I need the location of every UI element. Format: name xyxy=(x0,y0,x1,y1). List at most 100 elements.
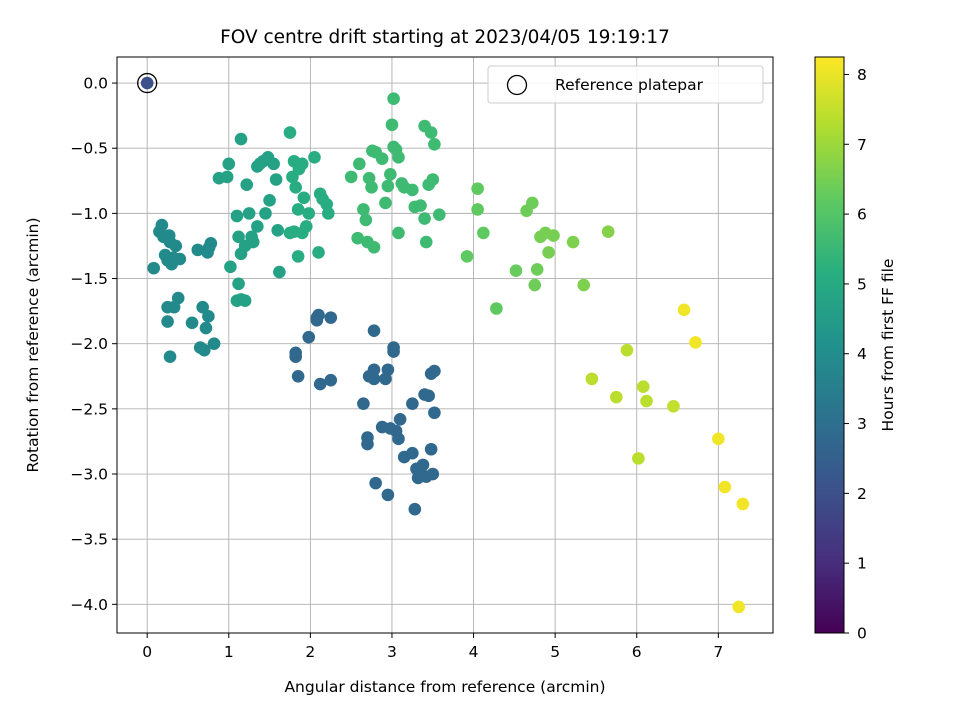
data-point xyxy=(289,181,302,194)
colorbar-tick-label: 7 xyxy=(857,136,867,154)
data-point xyxy=(191,243,205,257)
data-point xyxy=(384,167,397,181)
data-point xyxy=(392,432,405,446)
colorbar-label: Hours from first FF file xyxy=(879,259,897,432)
data-point xyxy=(471,182,484,195)
data-point xyxy=(381,179,395,193)
colorbar-tick-label: 4 xyxy=(857,345,867,363)
y-axis-label: Rotation from reference (arcmin) xyxy=(24,217,42,472)
data-point xyxy=(636,380,650,394)
data-point xyxy=(232,277,245,291)
data-point xyxy=(406,397,419,410)
data-point xyxy=(259,207,272,220)
colorbar: 0 1 2 3 4 5 6 7 8 Hours from first FF file xyxy=(814,56,897,643)
data-point xyxy=(299,220,313,233)
data-point xyxy=(367,372,381,386)
data-point xyxy=(351,231,364,245)
x-tick-label: 6 xyxy=(632,643,642,661)
data-point xyxy=(251,220,264,233)
data-point xyxy=(283,126,297,139)
data-point xyxy=(313,377,327,391)
data-point xyxy=(357,397,370,410)
data-point xyxy=(361,437,374,451)
reference-marker xyxy=(137,72,158,94)
data-point xyxy=(162,229,176,242)
data-point xyxy=(387,140,400,154)
data-point xyxy=(220,170,234,184)
data-point xyxy=(406,446,419,460)
data-point xyxy=(204,237,218,250)
data-point xyxy=(222,157,236,171)
data-point xyxy=(414,199,427,212)
data-point xyxy=(302,207,316,220)
data-point xyxy=(202,310,215,323)
data-point xyxy=(640,394,653,408)
plot-frame xyxy=(116,56,774,634)
x-axis-ticks: 0 1 2 3 4 5 6 7 xyxy=(142,633,723,661)
data-point xyxy=(232,230,245,244)
data-point xyxy=(471,203,484,216)
data-point xyxy=(297,191,311,205)
data-point xyxy=(291,250,305,263)
legend: Reference platepar xyxy=(487,65,764,104)
data-point xyxy=(718,480,732,494)
data-point xyxy=(736,497,750,511)
data-point xyxy=(387,345,400,358)
data-point xyxy=(392,151,405,164)
data-point xyxy=(198,343,211,357)
data-point xyxy=(432,208,446,221)
data-point xyxy=(365,181,378,194)
data-point xyxy=(426,467,440,481)
data-point xyxy=(426,173,440,186)
data-point xyxy=(140,76,154,90)
grid-lines xyxy=(117,57,773,633)
x-tick-label: 5 xyxy=(550,643,560,661)
data-point xyxy=(610,390,623,404)
data-point xyxy=(161,315,174,328)
data-point xyxy=(379,196,392,210)
data-point xyxy=(367,324,381,337)
data-point xyxy=(263,194,276,207)
data-point xyxy=(173,252,187,266)
data-point xyxy=(381,363,395,377)
data-point xyxy=(732,600,746,614)
data-point xyxy=(310,313,324,327)
colorbar-tick-label: 1 xyxy=(857,555,867,573)
x-axis-label: Angular distance from reference (arcmin) xyxy=(284,678,605,696)
data-point xyxy=(295,157,309,171)
y-tick-label: −0.5 xyxy=(70,140,108,158)
data-point xyxy=(324,311,338,324)
data-point xyxy=(242,207,256,220)
data-point xyxy=(689,336,702,349)
data-point xyxy=(322,207,335,220)
data-point xyxy=(169,239,183,253)
data-point xyxy=(530,263,544,276)
data-point xyxy=(542,246,555,259)
data-point xyxy=(353,157,366,171)
data-point xyxy=(367,363,381,377)
data-point xyxy=(375,152,389,165)
y-tick-label: 0.0 xyxy=(83,75,108,93)
y-tick-label: −1.5 xyxy=(70,270,108,288)
data-point xyxy=(428,138,441,151)
legend-box xyxy=(487,65,764,104)
y-tick-label: −3.5 xyxy=(70,531,108,549)
data-point xyxy=(224,260,237,274)
data-point xyxy=(234,132,248,146)
data-point xyxy=(240,178,254,192)
x-tick-label: 0 xyxy=(142,643,152,661)
data-points xyxy=(140,76,750,614)
data-point xyxy=(526,196,539,210)
data-point xyxy=(273,265,286,279)
data-point xyxy=(392,226,405,240)
data-point xyxy=(528,278,542,292)
data-point xyxy=(422,389,435,403)
colorbar-tick-label: 5 xyxy=(857,275,867,293)
data-point xyxy=(408,502,422,516)
data-point xyxy=(271,224,285,237)
data-point xyxy=(207,337,221,350)
colorbar-gradient xyxy=(815,57,844,633)
colorbar-tick-label: 3 xyxy=(857,415,867,433)
data-point xyxy=(620,343,634,357)
data-point xyxy=(344,170,358,184)
